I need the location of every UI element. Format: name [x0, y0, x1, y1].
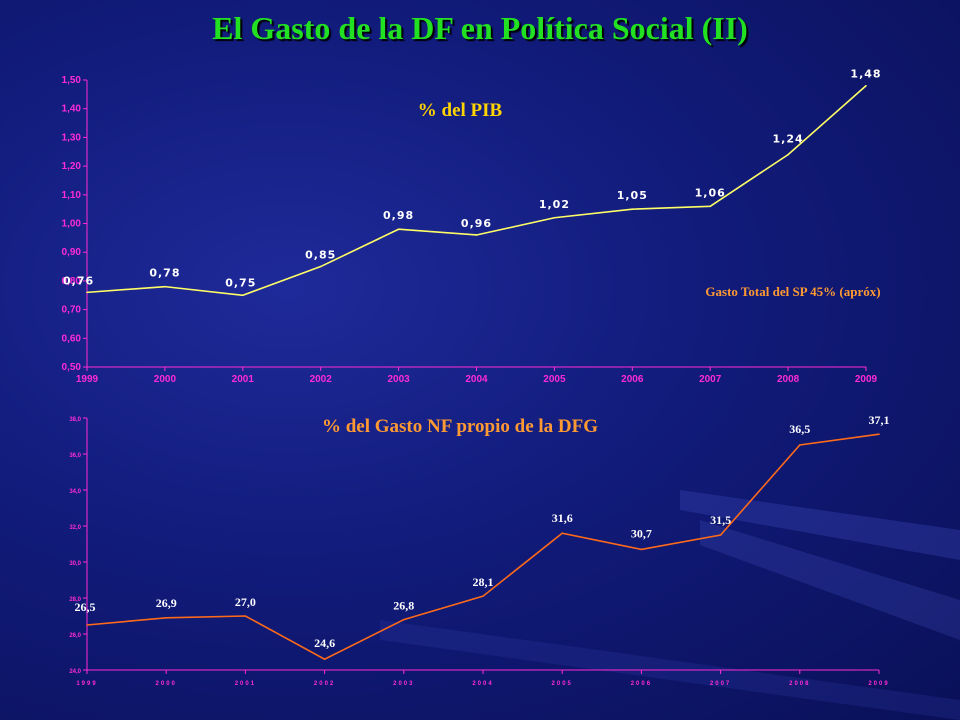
data-point — [787, 153, 789, 156]
data-label: 31,6 — [552, 511, 573, 525]
y-tick-label: 32,0 — [69, 525, 81, 531]
y-tick-label: 1,40 — [62, 104, 82, 115]
series-line — [86, 433, 880, 661]
x-tick-label: 2000 — [156, 681, 177, 687]
data-label: 28,1 — [473, 575, 494, 589]
y-tick-label: 0,50 — [62, 362, 82, 373]
data-label: 1,02 — [539, 198, 570, 211]
data-point — [86, 624, 88, 626]
x-tick-label: 1999 — [76, 681, 97, 687]
data-label: 31,5 — [710, 513, 731, 527]
data-point — [323, 658, 326, 660]
data-label: 0,78 — [149, 267, 180, 280]
annotation: Gasto Total del SP 45% (apróx) — [705, 284, 880, 299]
y-tick-label: 30,0 — [69, 561, 81, 567]
y-tick-label: 36,0 — [69, 453, 81, 459]
data-label: 0,85 — [305, 249, 336, 262]
data-label: 26,8 — [393, 599, 414, 613]
data-label: 1,05 — [617, 189, 648, 202]
data-label: 0,75 — [225, 276, 256, 289]
x-tick-label: 2000 — [154, 374, 177, 385]
data-point — [709, 205, 711, 208]
data-point — [86, 291, 88, 294]
data-point — [165, 617, 167, 619]
data-point — [242, 294, 244, 297]
x-tick-label: 2009 — [855, 374, 878, 385]
x-tick-label: 1999 — [76, 374, 99, 385]
data-point — [799, 444, 801, 446]
data-label: 26,5 — [75, 600, 96, 614]
x-tick-label: 2007 — [710, 681, 731, 687]
x-tick-label: 2007 — [699, 374, 722, 385]
slide-title: El Gasto de la DF en Política Social (II… — [212, 10, 748, 46]
x-tick-label: 2008 — [789, 681, 810, 687]
data-label: 24,6 — [314, 636, 335, 650]
data-point — [553, 216, 556, 219]
data-point — [865, 84, 867, 87]
y-tick-label: 1,00 — [62, 219, 82, 230]
x-tick-label: 2006 — [631, 681, 652, 687]
x-tick-label: 2001 — [232, 374, 255, 385]
data-label: 26,9 — [156, 596, 177, 610]
y-tick-label: 24,0 — [69, 669, 81, 675]
x-tick-label: 2005 — [552, 681, 573, 687]
x-tick-label: 2003 — [387, 374, 410, 385]
chart-title: % del Gasto NF propio de la DFG — [322, 416, 598, 437]
data-point — [878, 433, 880, 436]
data-point — [719, 534, 722, 536]
y-tick-label: 0,90 — [62, 247, 82, 258]
y-tick-label: 28,0 — [69, 597, 81, 603]
x-tick-label: 2009 — [868, 681, 889, 687]
chart-1: 0,50 0,60 0,70 0,80 0,90 1,00 1,10 1,20 1,30 1,40… — [62, 68, 881, 385]
y-tick-label: 1,30 — [62, 132, 82, 143]
x-tick-label: 2008 — [777, 374, 800, 385]
chart-title: % del PIB — [418, 100, 503, 121]
x-tick-label: 2006 — [621, 374, 644, 385]
data-label: 27,0 — [235, 595, 256, 609]
data-point — [397, 228, 400, 231]
x-tick-label: 2002 — [314, 681, 335, 687]
data-label: 1,06 — [695, 186, 726, 199]
data-label: 0,76 — [63, 274, 94, 287]
data-point — [475, 234, 478, 236]
x-tick-label: 2004 — [465, 374, 488, 385]
y-tick-label: 0,80 — [62, 276, 82, 287]
chart-2: 24,0 26,0 28,0 30,0 32,0 34,0 36,0 38,0 1999 2000… — [69, 413, 889, 687]
y-tick-label: 0,70 — [62, 305, 82, 316]
data-point — [244, 615, 247, 617]
data-label: 1,48 — [850, 68, 881, 81]
data-label: 30,7 — [631, 526, 652, 540]
y-tick-label: 26,0 — [69, 633, 81, 639]
x-tick-label: 2001 — [235, 681, 256, 687]
y-tick-label: 0,60 — [62, 333, 82, 344]
data-label: 37,1 — [869, 413, 890, 427]
data-label: 0,98 — [383, 209, 414, 222]
y-tick-label: 1,50 — [62, 75, 82, 86]
y-tick-label: 38,0 — [69, 417, 81, 423]
y-tick-label: 1,10 — [62, 190, 82, 201]
data-point — [561, 532, 563, 534]
data-point — [640, 548, 643, 551]
x-tick-label: 2004 — [472, 681, 493, 687]
data-point — [482, 595, 484, 597]
y-tick-label: 34,0 — [69, 489, 81, 495]
data-point — [164, 285, 166, 288]
data-point — [403, 618, 405, 621]
x-tick-label: 2003 — [393, 681, 414, 687]
data-label: 1,24 — [773, 133, 804, 146]
data-point — [319, 265, 322, 268]
y-tick-label: 1,20 — [62, 161, 82, 172]
x-tick-label: 2002 — [310, 374, 333, 385]
data-point — [631, 208, 634, 210]
data-label: 36,5 — [789, 422, 810, 436]
data-label: 0,96 — [461, 217, 492, 230]
x-tick-label: 2005 — [543, 374, 566, 385]
